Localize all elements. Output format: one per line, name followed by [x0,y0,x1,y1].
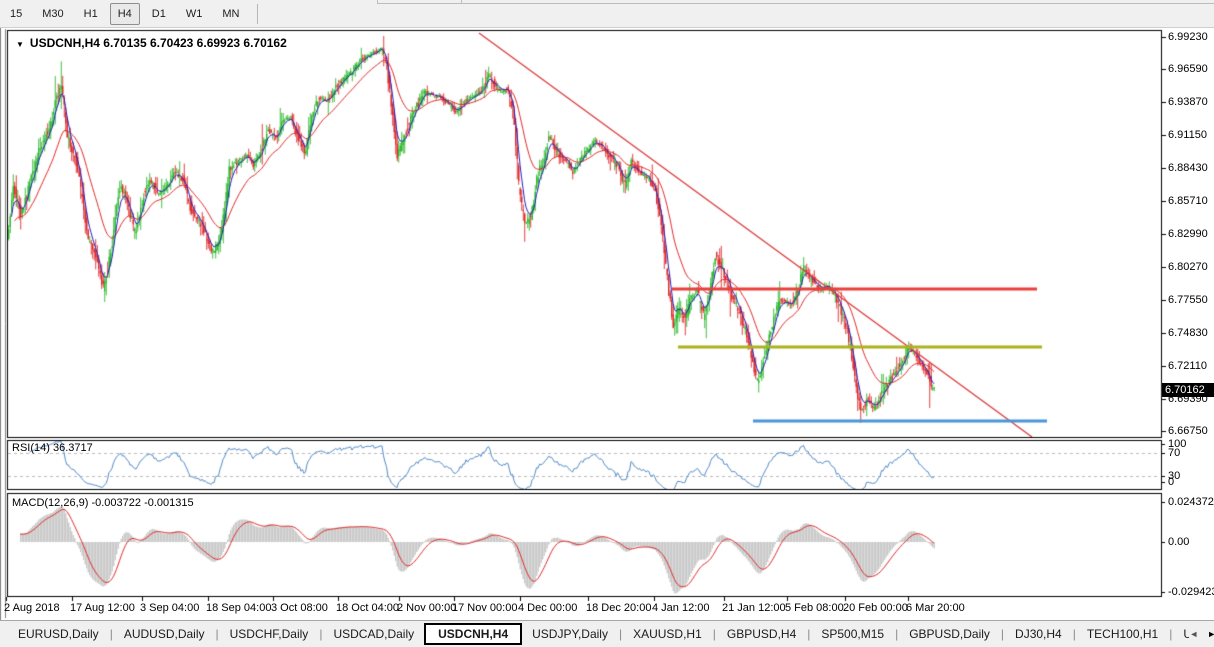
chart-tab-ukc[interactable]: UKC [1183,627,1190,641]
tab-separator: | [1000,627,1005,641]
chart-tab-gbpusd-daily[interactable]: GBPUSD,Daily [909,627,990,641]
symbol-dropdown-caret[interactable]: ▼ [16,39,24,49]
docked-toolbar-edge [377,3,1214,4]
timeframe-button-d1[interactable]: D1 [151,7,166,20]
tab-separator: | [712,627,716,641]
tab-separator: | [807,627,811,641]
tab-separator: | [618,627,623,641]
chart-tab-audusd-daily[interactable]: AUDUSD,Daily [123,627,205,641]
chart-workspace: ▼ USDCNH,H4 6.70135 6.70423 6.69923 6.70… [0,28,1214,620]
timeframe-buttons: 15 M30 H1 H4 D1 W1 MN [0,2,249,25]
chart-tab-usdjpy-daily[interactable]: USDJPY,Daily [532,627,608,641]
tab-separator: | [1072,627,1076,641]
price-chart-canvas[interactable] [0,28,1214,620]
chart-tab-bar: EURUSD,Daily | AUDUSD,Daily | USDCHF,Daily | U… [0,620,1214,647]
chart-tab-sp500-m15[interactable]: SP500,M15 [821,627,885,641]
tab-separator: | [895,627,899,641]
timeframe-button-h4[interactable]: H4 [109,2,140,25]
chart-tab-gbpusd-h4[interactable]: GBPUSD,H4 [726,627,797,641]
timeframe-button-mn[interactable]: MN [222,7,240,20]
chart-tab-xauusd-h1[interactable]: XAUUSD,H1 [633,627,702,641]
timeframe-button-m30[interactable]: M30 [42,7,64,20]
tab-separator: | [319,627,323,641]
timeframe-button-15[interactable]: 15 [10,7,23,20]
chart-tab-usdchf-daily[interactable]: USDCHF,Daily [229,627,309,641]
toolbar-notch [377,0,378,4]
tab-scroll-left-icon[interactable]: ◄ [1189,629,1199,639]
tab-separator: | [215,627,219,641]
chart-tab-usdcad-daily[interactable]: USDCAD,Daily [333,627,415,641]
toolbar-notch [461,0,462,4]
timeframe-button-h1[interactable]: H1 [83,7,98,20]
toolbar-separator [257,3,259,24]
timeframe-button-w1[interactable]: W1 [185,7,203,20]
tab-separator: | [1169,627,1173,641]
tab-separator: | [109,627,113,641]
chart-tab-eurusd-daily[interactable]: EURUSD,Daily [18,627,99,641]
chart-tab-usdcnh-h4[interactable]: USDCNH,H4 [424,623,523,645]
tab-scroll-arrows: ◄ ► [1189,629,1214,639]
chart-tab-dj30-h4[interactable]: DJ30,H4 [1015,627,1062,641]
timeframe-toolbar: 15 M30 H1 H4 D1 W1 MN [0,0,1214,28]
tab-scroll-right-icon[interactable]: ► [1207,629,1214,639]
chart-tab-tech100-h1[interactable]: TECH100,H1 [1086,627,1159,641]
